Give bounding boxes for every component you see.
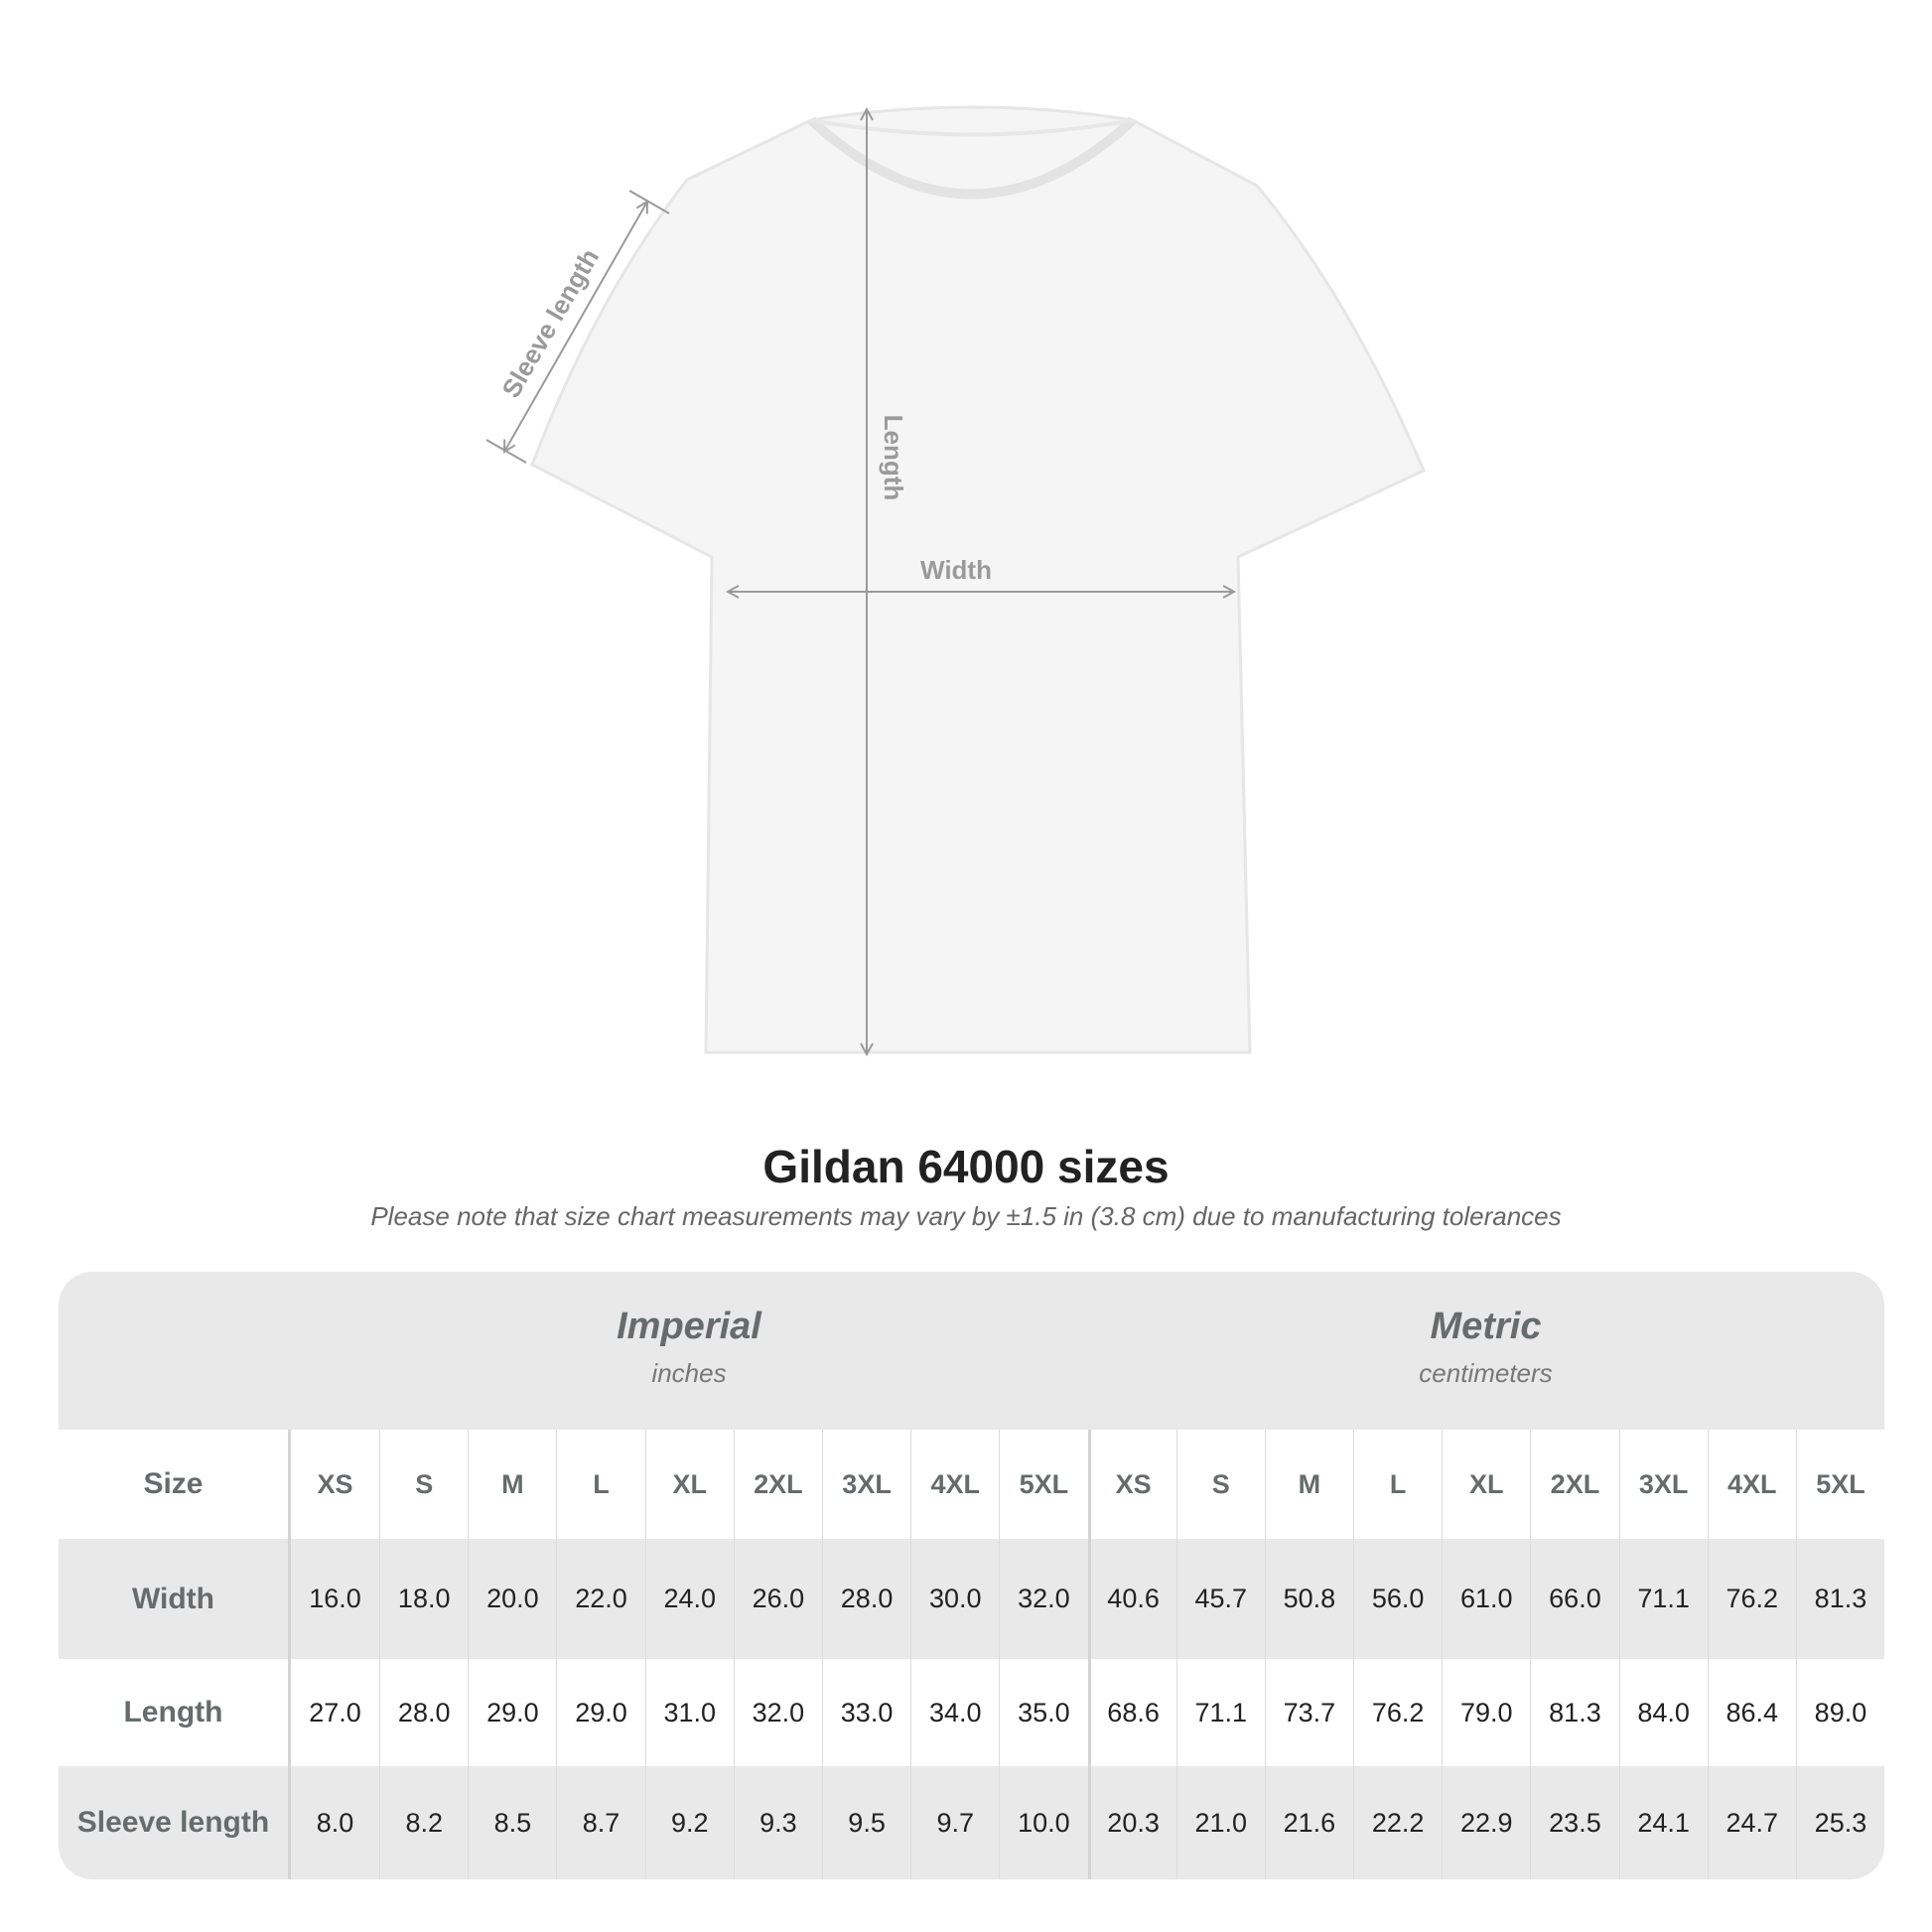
size-header-metric: 5XL — [1795, 1430, 1884, 1539]
value-cell-imperial: 8.2 — [379, 1766, 468, 1879]
value-cell-metric: 81.3 — [1795, 1539, 1884, 1659]
value-cell-imperial: 35.0 — [999, 1659, 1087, 1766]
size-table: Imperial inches Metric centimeters Size X… — [59, 1272, 1884, 1879]
value-cell-metric: 40.6 — [1087, 1539, 1176, 1659]
size-header-imperial: 4XL — [910, 1430, 999, 1539]
size-header-metric: XL — [1442, 1430, 1530, 1539]
value-cell-imperial: 10.0 — [999, 1766, 1087, 1879]
value-cell-imperial: 28.0 — [821, 1539, 910, 1659]
value-cell-metric: 25.3 — [1795, 1766, 1884, 1879]
value-cell-imperial: 28.0 — [379, 1659, 468, 1766]
imperial-header: Imperial inches — [617, 1306, 761, 1388]
length-label: Length — [879, 415, 908, 501]
size-header-metric: L — [1353, 1430, 1442, 1539]
value-cell-imperial: 16.0 — [309, 1584, 361, 1613]
value-cell-metric: 71.1 — [1175, 1659, 1265, 1766]
value-cell-imperial: 18.0 — [379, 1539, 468, 1659]
value-cell-metric: 68.6 — [1087, 1659, 1176, 1766]
value-cell-imperial: 34.0 — [910, 1659, 999, 1766]
size-header-metric: M — [1264, 1430, 1353, 1539]
row-label: Width — [59, 1539, 291, 1659]
metric-header: Metric centimeters — [1419, 1306, 1553, 1388]
size-header-metric: 4XL — [1707, 1430, 1796, 1539]
size-header-metric: S — [1175, 1430, 1265, 1539]
value-cell-metric: 24.1 — [1618, 1766, 1708, 1879]
value-cell-metric: 66.0 — [1530, 1539, 1618, 1659]
value-cell-metric: 73.7 — [1264, 1659, 1353, 1766]
size-header-metric: 2XL — [1530, 1430, 1618, 1539]
value-cell-imperial: 27.0 — [309, 1697, 361, 1727]
value-cell-imperial: 9.5 — [821, 1766, 910, 1879]
value-cell-metric: 84.0 — [1618, 1659, 1708, 1766]
value-cell-metric: 76.2 — [1353, 1659, 1442, 1766]
value-cell-imperial: 8.5 — [468, 1766, 556, 1879]
value-cell-metric: 81.3 — [1530, 1659, 1618, 1766]
value-cell-imperial: 32.0 — [733, 1659, 822, 1766]
size-header-imperial: XS — [317, 1468, 353, 1499]
value-cell-imperial: 9.3 — [733, 1766, 822, 1879]
value-cell-metric: 71.1 — [1618, 1539, 1708, 1659]
size-header-imperial: 3XL — [821, 1430, 910, 1539]
value-cell-metric: 56.0 — [1353, 1539, 1442, 1659]
value-cell-imperial: 8.0 — [316, 1807, 354, 1838]
value-cell-metric: 50.8 — [1264, 1539, 1353, 1659]
tolerance-note: Please note that size chart measurements… — [370, 1201, 1562, 1231]
value-cell-imperial: 9.7 — [910, 1766, 999, 1879]
row-label: Size — [59, 1430, 291, 1539]
size-header-imperial: 5XL — [999, 1430, 1087, 1539]
value-cell-metric: 61.0 — [1442, 1539, 1530, 1659]
value-cell-metric: 22.2 — [1353, 1766, 1442, 1879]
size-header-imperial: L — [556, 1430, 644, 1539]
value-cell-imperial: 24.0 — [644, 1539, 734, 1659]
row-label: Length — [59, 1659, 291, 1766]
value-cell-imperial: 29.0 — [556, 1659, 644, 1766]
width-label: Width — [920, 555, 992, 585]
value-cell-imperial: 22.0 — [556, 1539, 644, 1659]
value-cell-imperial: 32.0 — [999, 1539, 1087, 1659]
value-cell-metric: 86.4 — [1707, 1659, 1796, 1766]
size-header-metric: XS — [1087, 1430, 1176, 1539]
tshirt-collar — [807, 116, 1137, 200]
value-cell-metric: 24.7 — [1707, 1766, 1796, 1879]
value-cell-metric: 79.0 — [1442, 1659, 1530, 1766]
value-cell-imperial: 29.0 — [468, 1659, 556, 1766]
value-cell-imperial: 8.7 — [556, 1766, 644, 1879]
size-header-imperial: XL — [644, 1430, 734, 1539]
value-cell-metric: 89.0 — [1795, 1659, 1884, 1766]
sleeve-arrow — [504, 202, 647, 452]
value-cell-metric: 20.3 — [1087, 1766, 1176, 1879]
value-cell-metric: 21.6 — [1264, 1766, 1353, 1879]
table-row: Width 16.0 18.0 20.0 22.0 24.0 26.0 28.0 30.0 32.… — [59, 1539, 1884, 1659]
table-row: Length 27.0 28.0 29.0 29.0 31.0 32.0 33.0 34.0 35… — [59, 1659, 1884, 1766]
value-cell-imperial: 26.0 — [733, 1539, 822, 1659]
value-cell-metric: 23.5 — [1530, 1766, 1618, 1879]
size-header-imperial: M — [468, 1430, 556, 1539]
value-cell-metric: 76.2 — [1707, 1539, 1796, 1659]
value-cell-imperial: 31.0 — [644, 1659, 734, 1766]
size-header-imperial: S — [379, 1430, 468, 1539]
value-cell-imperial: 20.0 — [468, 1539, 556, 1659]
value-cell-metric: 21.0 — [1175, 1766, 1265, 1879]
value-cell-metric: 45.7 — [1175, 1539, 1265, 1659]
size-header-imperial: 2XL — [733, 1430, 822, 1539]
value-cell-metric: 22.9 — [1442, 1766, 1530, 1879]
table-row: Sleeve length 8.0 8.2 8.5 8.7 9.2 9.3 9.5 9.7 10.… — [59, 1766, 1884, 1879]
size-header-metric: 3XL — [1618, 1430, 1708, 1539]
row-label: Sleeve length — [59, 1766, 291, 1879]
size-header-row: Size XS S M L XL 2XL 3XL 4XL 5XL XS S M L XL 2XL 3XL 4XL 5… — [59, 1430, 1884, 1539]
value-cell-imperial: 30.0 — [910, 1539, 999, 1659]
page-title: Gildan 64000 sizes — [762, 1141, 1170, 1192]
value-cell-imperial: 33.0 — [821, 1659, 910, 1766]
value-cell-imperial: 9.2 — [644, 1766, 734, 1879]
tshirt-measurement-diagram: Width Length Sleeve length — [485, 105, 1426, 1112]
